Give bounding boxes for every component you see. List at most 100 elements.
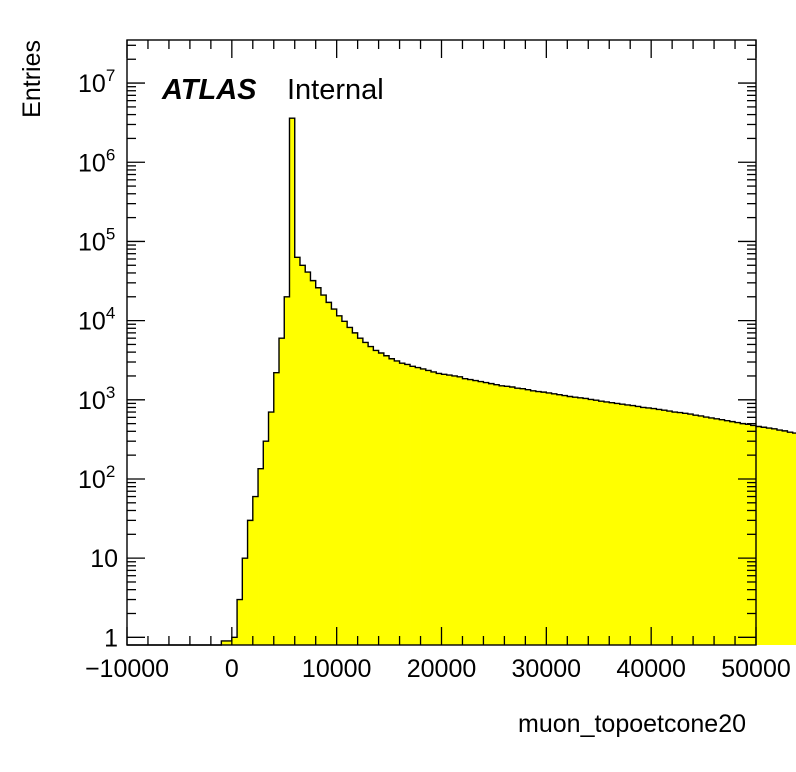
histogram-bin: [656, 409, 663, 645]
histogram-bin: [750, 425, 757, 645]
x-tick-label: 0: [225, 655, 239, 683]
histogram-bin: [761, 427, 767, 645]
y-tick-label: 106: [78, 145, 115, 177]
histogram-bin: [776, 430, 783, 645]
histogram-bin: [488, 383, 495, 645]
histogram-bin: [252, 496, 259, 645]
histogram-bin: [341, 321, 348, 645]
histogram-bin: [467, 379, 474, 645]
y-tick-label: 104: [78, 304, 115, 336]
y-axis-title: Entries: [18, 40, 46, 118]
histogram-bin: [268, 412, 275, 645]
histogram-bin: [614, 403, 621, 645]
histogram-bin: [577, 397, 584, 645]
histogram-bin: [320, 295, 327, 645]
histogram-bin: [520, 388, 526, 645]
histogram-bin: [279, 338, 285, 645]
histogram-bin: [603, 401, 610, 645]
histogram-bin: [782, 430, 788, 645]
histogram-bin: [399, 363, 406, 645]
histogram-bin: [546, 392, 552, 645]
histogram-bin: [446, 375, 453, 645]
histogram-bin: [478, 381, 484, 645]
histogram-bin: [693, 415, 699, 645]
histogram-bin: [635, 406, 642, 645]
histogram-bin: [562, 395, 568, 645]
x-tick-label: 50000: [721, 655, 791, 683]
histogram-bin: [766, 428, 773, 645]
histogram-fill: [221, 118, 796, 645]
histogram-bin: [221, 640, 227, 645]
histogram-bin: [263, 441, 269, 645]
histogram-bin: [499, 385, 505, 645]
histogram-bin: [299, 265, 306, 645]
y-tick-label: 107: [78, 66, 115, 98]
histogram-bin: [525, 389, 532, 645]
histogram-bin: [472, 380, 479, 645]
histogram-bin: [457, 376, 463, 645]
histogram-bin: [509, 387, 516, 645]
histogram-bin: [441, 374, 448, 645]
axis-ticks: [126, 40, 757, 645]
histogram-bin: [331, 309, 338, 645]
histogram-bin: [740, 423, 746, 645]
histogram-bin: [373, 350, 379, 645]
histogram-bin: [404, 364, 411, 645]
histogram-bin: [645, 407, 652, 645]
histogram-bin: [756, 426, 762, 645]
histogram-bin: [551, 393, 558, 645]
histogram-bin: [609, 402, 615, 645]
histogram-bin: [247, 520, 254, 645]
histogram-bin: [703, 417, 710, 645]
histogram-bin: [362, 342, 369, 645]
histogram-bin: [714, 418, 720, 645]
histogram-bin: [310, 280, 317, 645]
histogram-bin: [305, 272, 311, 645]
histogram-bin: [514, 388, 521, 645]
y-tick-label: 10: [90, 545, 118, 573]
histogram-bin: [294, 257, 301, 645]
histogram-bin: [567, 396, 573, 645]
histogram-bin: [352, 332, 359, 645]
atlas-status-label: Internal: [287, 74, 384, 106]
histogram-bin: [672, 412, 678, 645]
x-axis-title: muon_topoetcone20: [518, 710, 746, 738]
histogram-bin: [530, 390, 537, 645]
x-tick-label: 40000: [616, 655, 686, 683]
y-tick-label: 102: [78, 462, 115, 494]
histogram-bin: [771, 428, 778, 645]
histogram-bin: [336, 315, 343, 645]
histogram-bin: [378, 352, 385, 645]
histogram-bin: [708, 417, 715, 645]
histogram-bin: [787, 432, 794, 645]
histogram-bin: [420, 368, 427, 645]
histogram-bin: [572, 397, 579, 645]
histogram-bin: [237, 599, 243, 645]
histogram-bin: [410, 366, 416, 645]
histogram-bin: [415, 367, 421, 645]
histogram-bin: [368, 346, 374, 645]
histogram-bin: [640, 407, 647, 645]
histogram-bin: [289, 118, 296, 645]
y-tick-labels: 1 10 102 103 104 105 106 107: [78, 66, 118, 652]
histogram-bin: [326, 302, 332, 645]
histogram-bin: [541, 392, 547, 645]
histogram-bin: [619, 404, 626, 645]
histogram-bin: [357, 338, 364, 645]
histogram-bin: [451, 375, 458, 645]
histogram-bin: [394, 360, 400, 645]
x-tick-labels: −10000 0 10000 20000 30000 40000 50000: [85, 655, 791, 683]
histogram-bin: [242, 558, 248, 645]
histogram-bin: [682, 413, 689, 645]
histogram-bin: [666, 411, 673, 645]
histogram-bin: [535, 391, 542, 645]
histogram-bin: [504, 386, 511, 645]
y-tick-label: 105: [78, 224, 115, 256]
histogram-bin: [273, 372, 280, 645]
histogram-bin: [661, 410, 668, 645]
y-tick-label: 1: [104, 624, 118, 652]
histogram-bin: [425, 370, 432, 645]
histogram-bin: [226, 640, 233, 645]
x-tick-label: 10000: [302, 655, 372, 683]
